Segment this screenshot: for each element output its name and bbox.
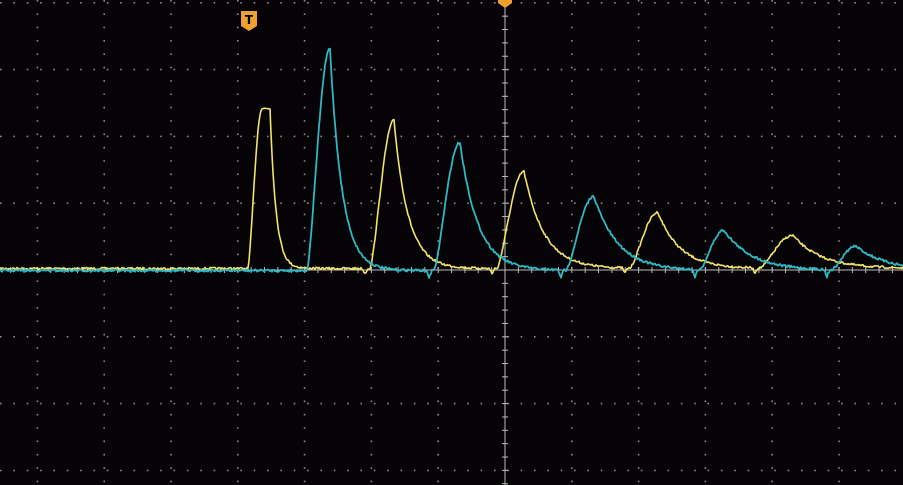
trigger-marker-icon[interactable]: T [241,11,257,31]
channel-2-trace [0,47,903,279]
waveform-traces [0,47,903,279]
trigger-marker-label: T [245,13,254,27]
markers: T [241,0,512,31]
horizontal-position-marker-icon[interactable] [498,0,512,8]
channel-1-trace [0,107,903,275]
